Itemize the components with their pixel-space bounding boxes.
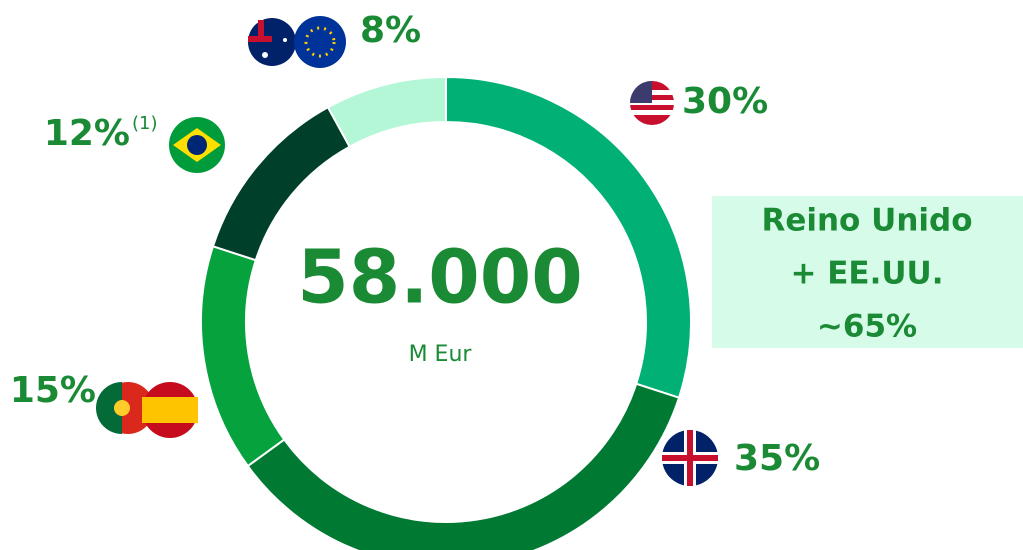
flag-br [169, 117, 225, 173]
value-label: 30% [682, 81, 768, 122]
flag-eu [294, 16, 346, 68]
center-value: 58.000 [297, 235, 583, 321]
center-unit: M Eur [409, 342, 473, 367]
annotation-box [712, 196, 1023, 348]
annotation-line: + EE.UU. [790, 256, 943, 292]
flag-es [142, 382, 198, 438]
flag-us [630, 81, 674, 125]
flag-au [248, 18, 296, 66]
donut-segment [200, 245, 286, 468]
value-label: 8% [360, 10, 421, 51]
annotation-line: Reino Unido [761, 203, 972, 239]
donut-segment [246, 382, 681, 550]
flag-pt [96, 382, 154, 434]
donut-segment [326, 75, 447, 149]
flag-uk [662, 430, 718, 486]
label-note: (1) [132, 113, 158, 134]
annotation-line: ~65% [817, 309, 917, 345]
value-label: 12% [44, 113, 130, 154]
value-label: 15% [10, 370, 96, 411]
value-label: 35% [734, 438, 820, 479]
